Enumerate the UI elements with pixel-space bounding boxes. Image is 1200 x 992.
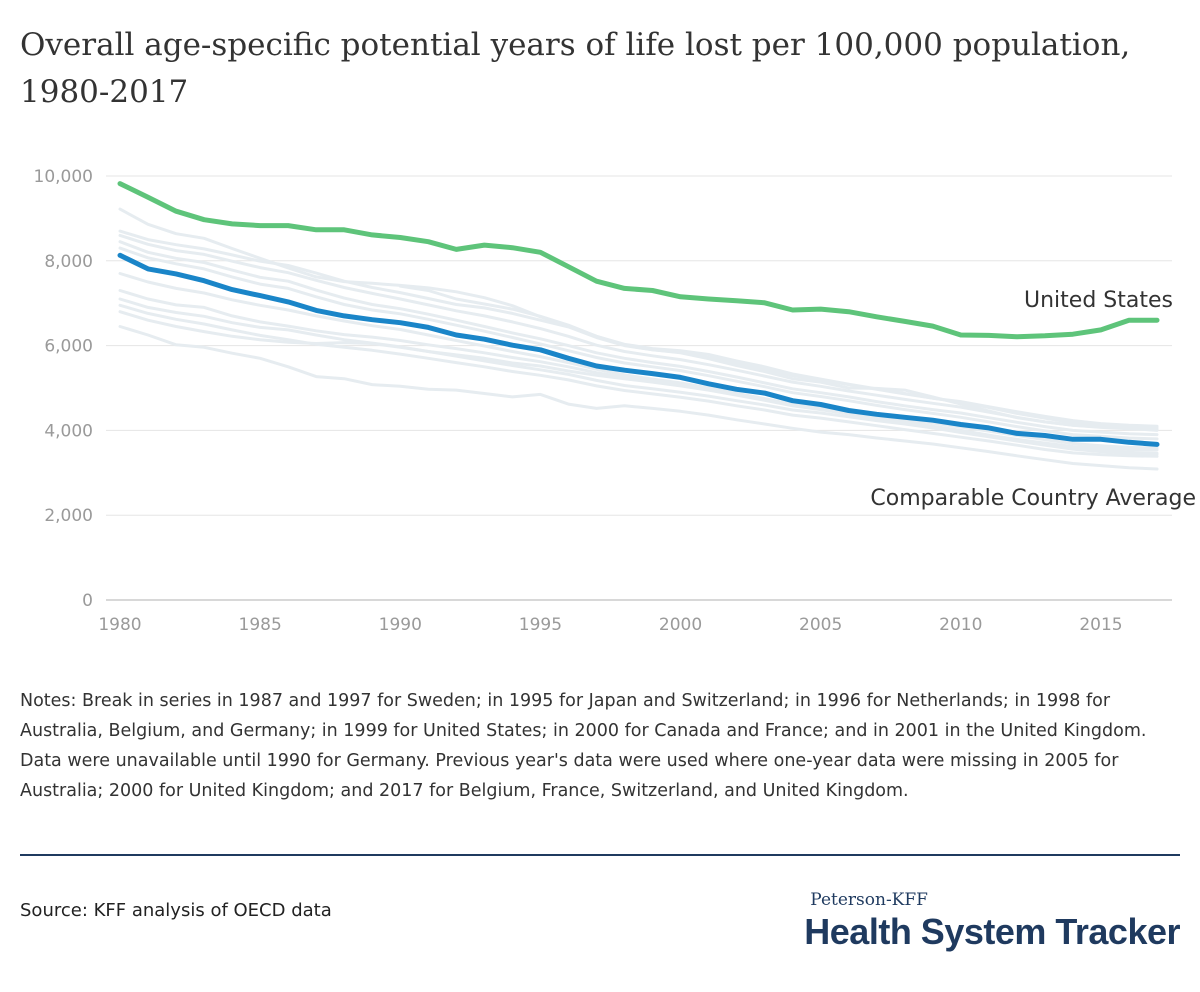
source-note: Source: KFF analysis of OECD data	[20, 900, 332, 921]
comparable-country-line	[118, 325, 1159, 471]
chart-title: Overall age-specific potential years of …	[20, 27, 1131, 110]
comparable-country-line	[118, 240, 1159, 437]
comparable-country-line	[398, 284, 1159, 430]
gridlines	[106, 175, 1172, 601]
comparable-country-line	[118, 246, 1159, 441]
x-tick-label: 1995	[519, 615, 562, 635]
x-tick-label: 2000	[659, 615, 702, 635]
average-series-label: Comparable Country Average	[870, 486, 1196, 511]
x-tick-label: 2015	[1079, 615, 1122, 635]
x-tick-label: 1980	[98, 615, 141, 635]
brand-logo: Peterson-KFF Health System Tracker	[804, 890, 1180, 954]
line-chart: 0 2,000 4,000 6,000 8,000 10,000 1980 1985 1990…	[34, 167, 1196, 635]
highlight-lines	[117, 181, 1160, 447]
chart-notes: Notes: Break in series in 1987 and 1997 …	[20, 691, 1147, 801]
x-tick-label: 2010	[939, 615, 982, 635]
comparable-country-lines	[118, 207, 1159, 471]
us-series-label: United States	[1024, 288, 1173, 313]
us-line	[117, 181, 1160, 340]
comparable-country-line	[118, 310, 1159, 456]
y-tick-label: 2,000	[44, 506, 93, 526]
comparable-country-line	[118, 207, 1159, 432]
divider	[20, 854, 1180, 856]
y-tick-label: 8,000	[44, 252, 93, 272]
comparable-country-line	[118, 303, 1159, 458]
x-tick-label: 1985	[239, 615, 282, 635]
brand-kicker: Peterson-KFF	[810, 890, 928, 910]
comparable-country-line	[118, 272, 1159, 455]
brand-name: Health System Tracker	[804, 911, 1180, 952]
y-tick-label: 6,000	[44, 337, 93, 357]
comparable-average-line	[117, 252, 1160, 447]
comparable-country-line	[118, 233, 1159, 432]
x-tick-label: 2005	[799, 615, 842, 635]
series-labels: United States Comparable Country Average	[870, 288, 1196, 511]
y-tick-label: 4,000	[44, 421, 93, 441]
comparable-country-line	[118, 297, 1159, 452]
y-tick-label: 10,000	[34, 167, 93, 187]
x-axis: 1980 1985 1990 1995 2000 2005 2010 2015	[98, 615, 1122, 635]
y-axis: 0 2,000 4,000 6,000 8,000 10,000	[34, 167, 93, 611]
y-tick-label: 0	[82, 591, 93, 611]
x-tick-label: 1990	[379, 615, 422, 635]
